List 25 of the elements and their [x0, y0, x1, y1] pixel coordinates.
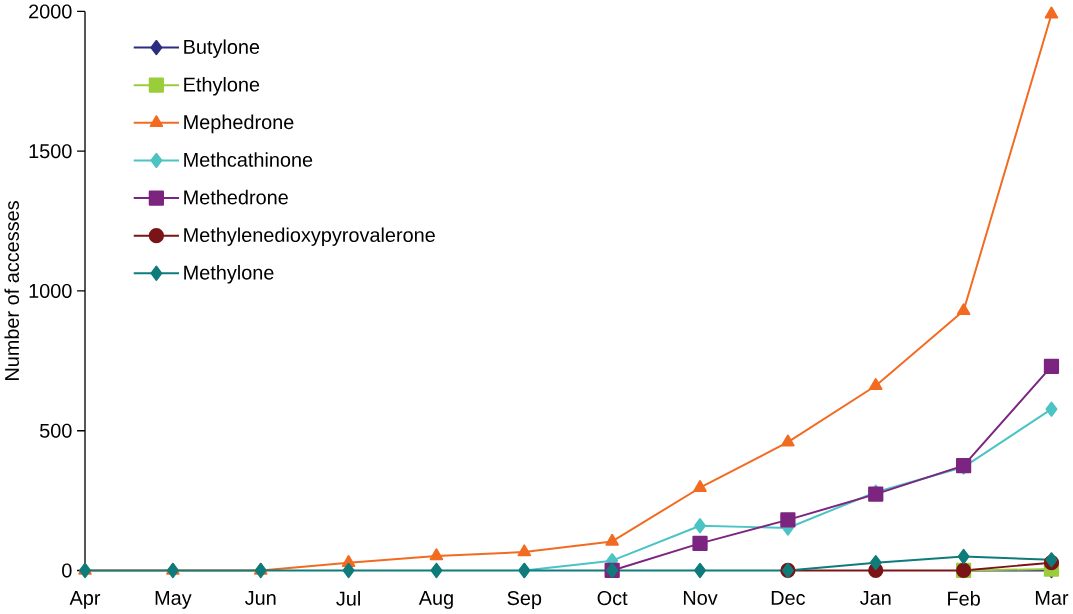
x-tick-label: Dec	[771, 591, 806, 606]
x-tick-label: May	[155, 591, 192, 610]
x-tick-label: Apr	[69, 591, 101, 610]
x-tick-label: Jul	[336, 591, 360, 606]
y-tick-label: 1500	[29, 144, 72, 159]
legend-label: Mephedrone	[184, 114, 294, 134]
legend-label: Methylone	[184, 265, 274, 284]
x-tick-label: Jan	[860, 591, 891, 606]
x-tick-label: Mar	[1035, 591, 1069, 606]
x-tick-label: Oct	[597, 591, 628, 606]
legend-label: Methcathinone	[184, 152, 313, 168]
x-tick-label: Aug	[418, 591, 453, 610]
x-tick-label: Feb	[948, 591, 980, 606]
x-tick-label: Jun	[245, 591, 276, 606]
x-tick-label: Nov	[683, 591, 718, 606]
y-tick-label: 0	[62, 563, 72, 578]
legend-label: Ethylone	[184, 77, 260, 96]
legend-label: Methylenedioxypyrovalerone	[184, 227, 435, 247]
legend-label: Butylone	[184, 39, 260, 59]
legend-label: Methedrone	[184, 190, 288, 205]
x-tick-label: Sep	[507, 591, 542, 610]
y-tick-label: 1000	[29, 284, 72, 299]
y-tick-label: 2000	[29, 4, 72, 19]
y-axis-title: Number of accesses	[4, 201, 20, 381]
y-tick-label: 500	[39, 423, 72, 438]
